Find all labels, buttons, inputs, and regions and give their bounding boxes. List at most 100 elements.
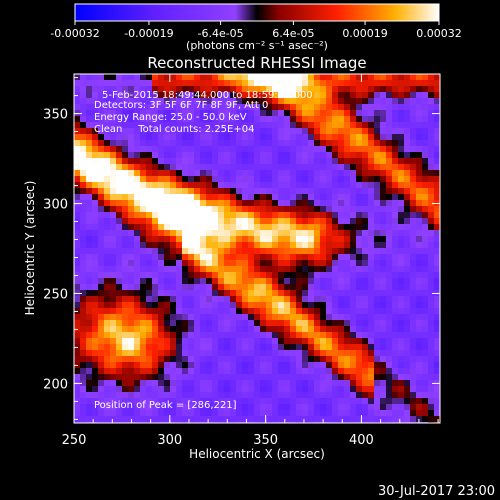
heatmap-cell xyxy=(344,188,350,194)
heatmap-cell xyxy=(224,284,230,290)
heatmap-cell xyxy=(284,296,290,302)
heatmap-cell xyxy=(152,206,158,212)
heatmap-cell xyxy=(218,206,224,212)
colorbar-tick-label: -0.00019 xyxy=(124,27,173,40)
heatmap-cell xyxy=(110,290,116,296)
heatmap-cell xyxy=(386,296,392,302)
heatmap-cell xyxy=(152,362,158,368)
heatmap-cell xyxy=(428,272,434,278)
heatmap-cell xyxy=(164,176,170,182)
heatmap-cell xyxy=(86,392,92,398)
heatmap-cell xyxy=(212,104,218,110)
heatmap-cell xyxy=(326,110,332,116)
heatmap-cell xyxy=(296,206,302,212)
heatmap-cell xyxy=(260,272,266,278)
heatmap-cell xyxy=(380,176,386,182)
heatmap-cell xyxy=(134,122,140,128)
heatmap-cell xyxy=(158,272,164,278)
heatmap-cell xyxy=(254,320,260,326)
heatmap-cell xyxy=(428,254,434,260)
heatmap-cell xyxy=(326,218,332,224)
heatmap-cell xyxy=(122,410,128,416)
heatmap-cell xyxy=(140,200,146,206)
heatmap-cell xyxy=(134,308,140,314)
heatmap-cell xyxy=(194,338,200,344)
heatmap-cell xyxy=(344,380,350,386)
heatmap-cell xyxy=(302,92,308,98)
heatmap-cell xyxy=(170,326,176,332)
heatmap-cell xyxy=(254,308,260,314)
heatmap-cell xyxy=(224,152,230,158)
heatmap-cell xyxy=(74,242,80,248)
heatmap-cell xyxy=(194,416,200,422)
heatmap-cell xyxy=(416,212,422,218)
heatmap-cell xyxy=(284,146,290,152)
heatmap-cell xyxy=(386,224,392,230)
heatmap-cell xyxy=(308,218,314,224)
heatmap-cell xyxy=(254,74,260,80)
heatmap-cell xyxy=(170,380,176,386)
heatmap-cell xyxy=(368,134,374,140)
heatmap-cell xyxy=(86,218,92,224)
heatmap-cell xyxy=(194,74,200,80)
heatmap-cell xyxy=(218,176,224,182)
heatmap-cell xyxy=(362,416,368,422)
heatmap-cell xyxy=(410,392,416,398)
heatmap-cell xyxy=(254,164,260,170)
heatmap-cell xyxy=(218,404,224,410)
heatmap-cell xyxy=(404,326,410,332)
heatmap-cell xyxy=(80,296,86,302)
heatmap-cell xyxy=(158,122,164,128)
heatmap-cell xyxy=(374,194,380,200)
heatmap-cell xyxy=(98,164,104,170)
heatmap-cell xyxy=(140,218,146,224)
heatmap-cell xyxy=(218,170,224,176)
heatmap-cell xyxy=(338,302,344,308)
heatmap-cell xyxy=(242,212,248,218)
heatmap-cell xyxy=(236,200,242,206)
heatmap-cell xyxy=(230,140,236,146)
heatmap-cell xyxy=(116,284,122,290)
heatmap-cell xyxy=(254,140,260,146)
heatmap-cell xyxy=(410,176,416,182)
heatmap-cell xyxy=(386,248,392,254)
heatmap-cell xyxy=(182,326,188,332)
heatmap-cell xyxy=(224,380,230,386)
heatmap-cell xyxy=(182,236,188,242)
heatmap-cell xyxy=(404,410,410,416)
heatmap-cell xyxy=(236,164,242,170)
heatmap-cell xyxy=(200,362,206,368)
heatmap-cell xyxy=(434,416,440,422)
heatmap-cell xyxy=(164,212,170,218)
heatmap-cell xyxy=(326,158,332,164)
heatmap-cell xyxy=(122,140,128,146)
heatmap-cell xyxy=(98,110,104,116)
heatmap-cell xyxy=(98,176,104,182)
heatmap-cell xyxy=(398,92,404,98)
heatmap-cell xyxy=(302,392,308,398)
heatmap-cell xyxy=(362,410,368,416)
heatmap-cell xyxy=(260,368,266,374)
heatmap-cell xyxy=(206,302,212,308)
heatmap-cell xyxy=(260,416,266,422)
heatmap-cell xyxy=(230,314,236,320)
heatmap-cell xyxy=(134,194,140,200)
heatmap-cell xyxy=(404,182,410,188)
heatmap-cell xyxy=(200,164,206,170)
heatmap-cell xyxy=(206,308,212,314)
heatmap-cell xyxy=(260,146,266,152)
heatmap-cell xyxy=(182,278,188,284)
heatmap-cell xyxy=(332,176,338,182)
heatmap-cell xyxy=(410,386,416,392)
heatmap-cell xyxy=(398,350,404,356)
heatmap-cell xyxy=(308,410,314,416)
heatmap-cell xyxy=(434,314,440,320)
heatmap-cell xyxy=(284,242,290,248)
heatmap-cell xyxy=(140,380,146,386)
heatmap-cell xyxy=(434,230,440,236)
heatmap-cell xyxy=(74,404,80,410)
heatmap-cell xyxy=(338,410,344,416)
heatmap-cell xyxy=(284,416,290,422)
heatmap-cell xyxy=(242,254,248,260)
heatmap-cell xyxy=(152,80,158,86)
